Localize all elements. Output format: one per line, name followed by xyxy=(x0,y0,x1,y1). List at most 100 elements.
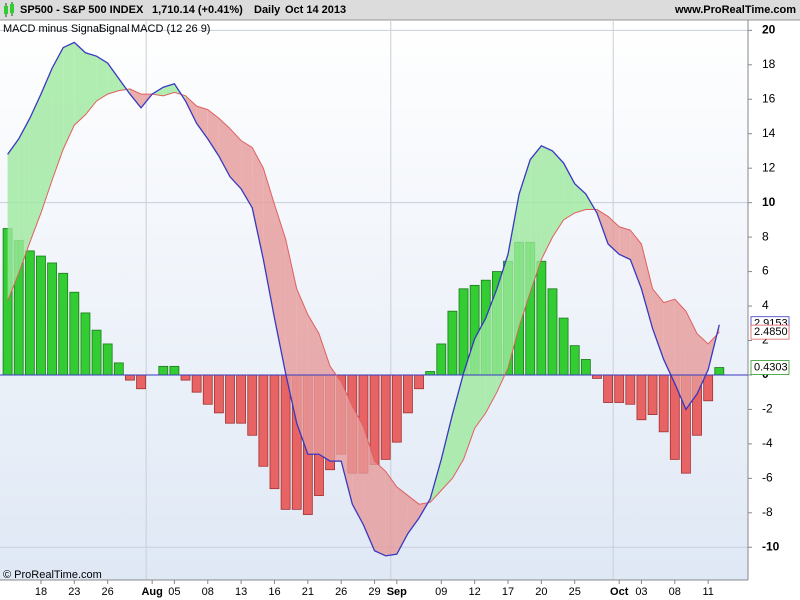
histogram-bar xyxy=(91,329,102,376)
macd-signal-fill xyxy=(407,495,420,534)
macd-signal-fill xyxy=(263,168,275,319)
histogram-bar xyxy=(658,374,669,433)
macd-signal-fill xyxy=(85,52,97,115)
x-tick-label: 09 xyxy=(435,586,447,598)
y-tick-label: -2 xyxy=(762,402,773,416)
macd-signal-fill xyxy=(318,333,331,462)
header-date: Oct 14 2013 xyxy=(285,4,346,16)
y-tick-label: 18 xyxy=(762,57,776,71)
header-quote: 1,710.14 (+0.41%) xyxy=(152,4,243,16)
macd-signal-fill xyxy=(685,311,698,410)
macd-signal-fill xyxy=(496,254,508,393)
histogram-bar xyxy=(403,374,413,414)
x-tick-label: 05 xyxy=(168,586,180,598)
histogram-bar xyxy=(258,374,269,467)
y-tick-label: 8 xyxy=(762,229,769,243)
histogram-bar xyxy=(47,262,57,376)
x-tick-label: 21 xyxy=(302,586,314,598)
x-tick-label: 11 xyxy=(702,586,713,598)
last-value-label: 2.4850 xyxy=(754,326,788,338)
macd-signal-fill xyxy=(519,159,531,327)
histogram-bar xyxy=(180,374,191,381)
header-period: Daily xyxy=(254,4,281,16)
header-site[interactable]: www.ProRealTime.com xyxy=(674,4,796,16)
x-tick-label: Aug xyxy=(141,586,162,598)
histogram-bar xyxy=(580,359,591,376)
macd-signal-fill xyxy=(40,68,53,213)
x-tick-label: 25 xyxy=(569,586,581,598)
histogram-bar xyxy=(614,374,625,403)
macd-signal-fill xyxy=(230,128,242,189)
y-tick-label: 6 xyxy=(762,264,769,278)
macd-signal-fill xyxy=(207,109,219,157)
y-tick-label: -8 xyxy=(762,505,773,519)
histogram-bar xyxy=(113,362,124,376)
histogram-bar xyxy=(425,371,436,376)
header-icon xyxy=(4,2,14,17)
y-tick-label: 16 xyxy=(762,91,776,105)
histogram-bar xyxy=(202,374,213,405)
macd-signal-fill xyxy=(241,140,253,208)
histogram-bar xyxy=(236,374,247,424)
x-tick-label: 20 xyxy=(535,586,547,598)
macd-signal-fill xyxy=(341,381,353,505)
histogram-bar xyxy=(647,374,658,415)
macd-signal-fill xyxy=(652,288,664,360)
histogram-bar xyxy=(225,374,235,424)
last-value-label: 0.4303 xyxy=(754,361,788,373)
histogram-bar xyxy=(391,374,402,443)
macd-signal-fill xyxy=(630,230,642,289)
histogram-bar xyxy=(169,365,180,376)
histogram-bar xyxy=(213,374,224,414)
x-tick-label: 08 xyxy=(202,586,214,598)
macd-signal-fill xyxy=(363,426,375,551)
macd-signal-fill xyxy=(252,147,264,260)
histogram-bar xyxy=(569,345,580,376)
histogram-bar xyxy=(447,310,458,376)
histogram-bar xyxy=(69,291,80,376)
histogram-bar xyxy=(191,374,202,393)
y-tick-label: 20 xyxy=(762,23,776,37)
histogram-bar xyxy=(703,374,714,402)
x-tick-label: 18 xyxy=(35,586,47,598)
histogram-bar xyxy=(636,374,647,421)
macd-signal-fill xyxy=(441,414,453,491)
macd-signal-fill xyxy=(285,238,297,424)
histogram-bar xyxy=(269,374,280,490)
histogram-bar xyxy=(714,367,725,376)
last-value-tag xyxy=(750,324,790,340)
y-tick-label: 10 xyxy=(762,195,776,209)
macd-signal-fill xyxy=(474,318,486,429)
macd-signal-fill xyxy=(574,183,586,213)
x-tick-label: 13 xyxy=(235,586,247,598)
macd-signal-fill xyxy=(129,88,142,108)
macd-signal-fill xyxy=(508,194,520,369)
legend-entry: MACD (12 26 9) xyxy=(131,23,210,35)
macd-signal-fill xyxy=(463,338,475,460)
y-tick-label: -4 xyxy=(762,436,773,450)
last-value-tag xyxy=(750,360,790,375)
x-tick-label: Sep xyxy=(387,586,407,598)
macd-signal-fill xyxy=(52,47,64,181)
histogram-bar xyxy=(80,312,91,376)
macd-signal-fill xyxy=(352,405,364,525)
y-tick-label: 14 xyxy=(762,126,776,140)
macd-signal-fill xyxy=(63,42,75,150)
macd-signal-fill xyxy=(697,333,709,394)
histogram-bar xyxy=(36,255,46,376)
macd-signal-fill xyxy=(7,138,19,301)
macd-signal-fill xyxy=(674,299,686,410)
macd-signal-fill xyxy=(608,216,620,255)
histogram-bar xyxy=(414,374,424,390)
histogram-bar xyxy=(536,260,547,376)
legend-entry: MACD minus Signal xyxy=(3,23,101,35)
footer: © ProRealTime.com xyxy=(3,569,102,581)
x-tick-label: 26 xyxy=(102,586,114,598)
macd-signal-fill xyxy=(663,299,675,384)
macd-signal-fill xyxy=(330,366,342,462)
macd-signal-fill xyxy=(641,244,653,329)
macd-signal-fill xyxy=(29,94,41,243)
x-tick-label: Oct xyxy=(610,586,629,598)
histogram-bar xyxy=(558,317,569,376)
macd-signal-fill xyxy=(374,461,386,556)
